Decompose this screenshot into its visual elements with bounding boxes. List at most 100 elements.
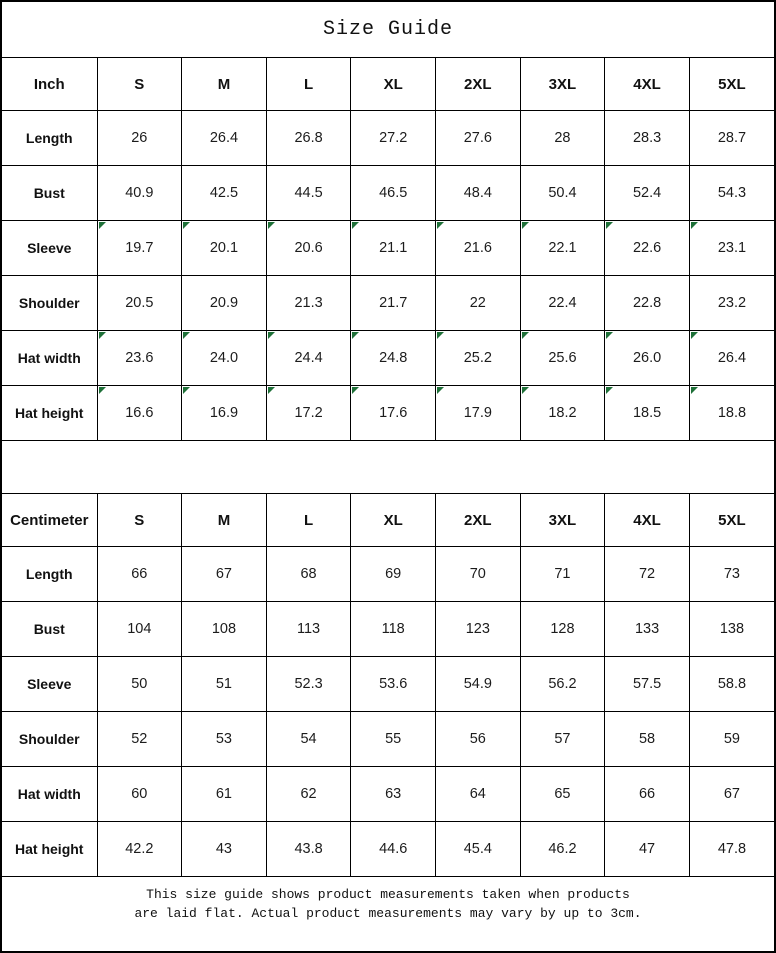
size-value-cell: 64 bbox=[435, 766, 521, 822]
size-value-cell: 57 bbox=[519, 711, 606, 767]
size-value-cell: 71 bbox=[519, 546, 606, 602]
size-value-cell: 133 bbox=[604, 601, 690, 657]
size-value-cell: 52.4 bbox=[604, 165, 690, 221]
row-label: Bust bbox=[2, 165, 98, 221]
flag-triangle-icon bbox=[690, 222, 698, 229]
size-value: 22.1 bbox=[548, 240, 577, 256]
size-value: 16.6 bbox=[125, 405, 154, 421]
disclaimer-line-2: are laid flat. Actual product measuremen… bbox=[134, 906, 642, 921]
col-header-l: L bbox=[265, 57, 352, 111]
col-header-5xl: 5XL bbox=[688, 493, 774, 547]
flag-triangle-icon bbox=[606, 222, 614, 229]
size-value-cell: 21.1 bbox=[350, 220, 436, 276]
flag-triangle-icon bbox=[437, 222, 444, 229]
size-value-cell: 66 bbox=[604, 766, 690, 822]
size-value-cell: 48.4 bbox=[435, 165, 521, 221]
row-label: Shoulder bbox=[2, 711, 98, 767]
centimeter-header-row: Centimeter S M L XL 2XL 3XL 4XL 5XL bbox=[2, 493, 774, 547]
col-header-2xl: 2XL bbox=[435, 57, 521, 111]
flag-triangle-icon bbox=[690, 332, 698, 339]
flag-triangle-icon bbox=[183, 332, 191, 339]
size-value-cell: 113 bbox=[265, 601, 352, 657]
size-value-cell: 17.6 bbox=[350, 385, 436, 441]
size-value: 16.9 bbox=[209, 405, 239, 421]
unit-header-centimeter: Centimeter bbox=[2, 493, 98, 547]
col-header-l: L bbox=[265, 493, 352, 547]
size-value: 25.2 bbox=[463, 350, 492, 366]
size-value-cell: 46.5 bbox=[350, 165, 436, 221]
table-row-length: Length 26 26.4 26.8 27.2 27.6 28 28.3 28… bbox=[2, 110, 774, 166]
size-value-cell: 45.4 bbox=[435, 821, 521, 877]
table-row-shoulder: Shoulder 20.5 20.9 21.3 21.7 22 22.4 22.… bbox=[2, 275, 774, 331]
size-value-cell: 47 bbox=[604, 821, 690, 877]
size-value-cell: 54 bbox=[265, 711, 352, 767]
col-header-xl: XL bbox=[350, 493, 436, 547]
size-value-cell: 51 bbox=[181, 656, 267, 712]
size-value-cell: 123 bbox=[435, 601, 521, 657]
table-row-bust: Bust 40.9 42.5 44.5 46.5 48.4 50.4 52.4 … bbox=[2, 165, 774, 221]
flag-triangle-icon bbox=[98, 332, 106, 339]
row-label: Sleeve bbox=[2, 656, 98, 712]
size-value-cell: 66 bbox=[96, 546, 183, 602]
col-header-5xl: 5XL bbox=[688, 57, 774, 111]
size-value-cell: 26.4 bbox=[181, 110, 267, 166]
size-value-cell: 23.6 bbox=[96, 330, 183, 386]
size-value-cell: 25.6 bbox=[519, 330, 606, 386]
size-value-cell: 56 bbox=[435, 711, 521, 767]
size-value-cell: 65 bbox=[519, 766, 606, 822]
size-value-cell: 63 bbox=[350, 766, 436, 822]
size-value-cell: 20.6 bbox=[265, 220, 352, 276]
flag-triangle-icon bbox=[267, 387, 275, 394]
size-value: 24.0 bbox=[209, 350, 239, 366]
flag-triangle-icon bbox=[183, 387, 191, 394]
size-value-cell: 52.3 bbox=[265, 656, 352, 712]
size-value-cell: 53.6 bbox=[350, 656, 436, 712]
size-value-cell: 56.2 bbox=[519, 656, 606, 712]
flag-triangle-icon bbox=[267, 222, 275, 229]
centimeter-size-table: Centimeter S M L XL 2XL 3XL 4XL 5XL Leng… bbox=[2, 493, 774, 877]
size-value-cell: 138 bbox=[688, 601, 774, 657]
size-value-cell: 50.4 bbox=[519, 165, 606, 221]
flag-triangle-icon bbox=[98, 387, 106, 394]
size-value: 26.0 bbox=[632, 350, 662, 366]
size-value-cell: 42.2 bbox=[96, 821, 183, 877]
size-value: 20.6 bbox=[294, 240, 323, 256]
flag-triangle-icon bbox=[521, 332, 529, 339]
table-row-sleeve: Sleeve 19.7 20.1 20.6 21.1 21.6 22.1 22.… bbox=[2, 220, 774, 276]
size-value-cell: 21.7 bbox=[350, 275, 436, 331]
size-value-cell: 17.9 bbox=[435, 385, 521, 441]
size-value-cell: 61 bbox=[181, 766, 267, 822]
size-value-cell: 46.2 bbox=[519, 821, 606, 877]
flag-triangle-icon bbox=[690, 387, 698, 394]
flag-triangle-icon bbox=[267, 332, 275, 339]
size-value-cell: 26.0 bbox=[604, 330, 690, 386]
flag-triangle-icon bbox=[352, 222, 360, 229]
table-row-hat-width: Hat width 60 61 62 63 64 65 66 67 bbox=[2, 766, 774, 822]
size-value-cell: 60 bbox=[96, 766, 183, 822]
size-value-cell: 104 bbox=[96, 601, 183, 657]
flag-triangle-icon bbox=[521, 222, 529, 229]
size-value-cell: 47.8 bbox=[688, 821, 774, 877]
size-value-cell: 26 bbox=[96, 110, 183, 166]
size-value-cell: 24.8 bbox=[350, 330, 436, 386]
unit-header-inch: Inch bbox=[2, 57, 98, 111]
disclaimer-line-1: This size guide shows product measuremen… bbox=[146, 887, 630, 903]
row-label: Hat height bbox=[2, 385, 98, 441]
size-value-cell: 25.2 bbox=[435, 330, 521, 386]
size-value-cell: 21.6 bbox=[435, 220, 521, 276]
size-value-cell: 108 bbox=[181, 601, 267, 657]
col-header-s: S bbox=[96, 57, 183, 111]
size-value-cell: 16.9 bbox=[181, 385, 267, 441]
size-value: 21.6 bbox=[463, 240, 492, 256]
size-value: 23.6 bbox=[125, 350, 154, 366]
size-value-cell: 23.1 bbox=[688, 220, 774, 276]
size-value-cell: 22 bbox=[435, 275, 521, 331]
col-header-m: M bbox=[181, 57, 267, 111]
size-value-cell: 17.2 bbox=[265, 385, 352, 441]
size-value-cell: 58 bbox=[604, 711, 690, 767]
size-value-cell: 70 bbox=[435, 546, 521, 602]
size-value-cell: 28.7 bbox=[688, 110, 774, 166]
size-value-cell: 22.6 bbox=[604, 220, 690, 276]
flag-triangle-icon bbox=[606, 332, 614, 339]
